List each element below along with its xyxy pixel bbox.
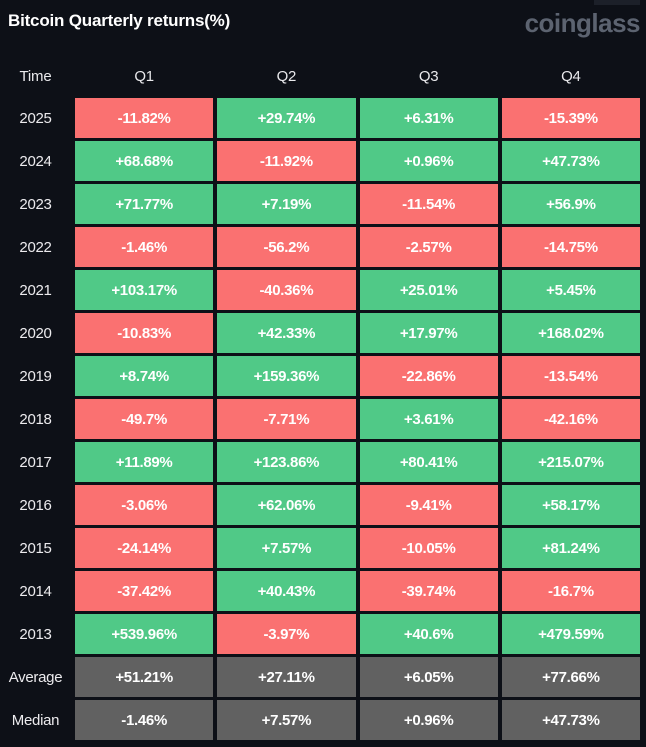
row-label-2015: 2015 <box>19 539 52 557</box>
return-cell: -49.7% <box>75 399 214 439</box>
return-cell: +6.31% <box>359 98 498 138</box>
return-cell: -10.05% <box>359 528 498 568</box>
column-header-q3: Q3 <box>418 68 439 85</box>
returns-table: Time Q1 Q2 Q3 Q4 2025 -11.82% +29.74% +6.31% -15.… <box>0 58 646 740</box>
page-title: Bitcoin Quarterly returns(%) <box>8 11 231 30</box>
row-label-2018: 2018 <box>19 410 52 428</box>
return-cell: +215.07% <box>501 442 640 482</box>
row-label-2019: 2019 <box>19 367 52 385</box>
return-cell: +62.06% <box>217 485 356 525</box>
return-cell: -37.42% <box>75 571 214 611</box>
return-cell: +0.96% <box>359 141 498 181</box>
return-cell: +0.96% <box>359 700 498 740</box>
return-cell: -11.54% <box>359 184 498 224</box>
column-header-q2: Q2 <box>276 68 297 85</box>
return-cell: -3.97% <box>217 614 356 654</box>
row-label-2025: 2025 <box>19 109 52 127</box>
return-cell: -10.83% <box>75 313 214 353</box>
return-cell: +25.01% <box>359 270 498 310</box>
return-cell: +42.33% <box>217 313 356 353</box>
row-label-2023: 2023 <box>19 195 52 213</box>
return-cell: +7.57% <box>217 700 356 740</box>
cropped-ui-fragment <box>594 0 640 5</box>
return-cell: -56.2% <box>217 227 356 267</box>
return-cell: -15.39% <box>501 98 640 138</box>
return-cell: +29.74% <box>217 98 356 138</box>
row-label-2020: 2020 <box>19 324 52 342</box>
return-cell: +47.73% <box>501 700 640 740</box>
return-cell: +47.73% <box>501 141 640 181</box>
return-cell: +40.43% <box>217 571 356 611</box>
return-cell: +123.86% <box>217 442 356 482</box>
return-cell: +58.17% <box>501 485 640 525</box>
return-cell: +479.59% <box>501 614 640 654</box>
row-label-2024: 2024 <box>19 152 52 170</box>
column-header-q1: Q1 <box>134 68 154 85</box>
return-cell: +103.17% <box>75 270 214 310</box>
return-cell: +11.89% <box>75 442 214 482</box>
return-cell: -11.92% <box>217 141 356 181</box>
return-cell: -3.06% <box>75 485 214 525</box>
return-cell: +3.61% <box>359 399 498 439</box>
return-cell: +51.21% <box>75 657 214 697</box>
coinglass-logo[interactable]: coinglass <box>524 8 641 38</box>
return-cell: -14.75% <box>501 227 640 267</box>
row-label-2014: 2014 <box>19 582 52 600</box>
return-cell: -16.7% <box>501 571 640 611</box>
row-label-average: Average <box>8 668 63 686</box>
return-cell: -1.46% <box>75 227 214 267</box>
return-cell: +77.66% <box>501 657 640 697</box>
return-cell: -22.86% <box>359 356 498 396</box>
return-cell: +6.05% <box>359 657 498 697</box>
return-cell: -39.74% <box>359 571 498 611</box>
column-header-time: Time <box>19 68 52 85</box>
return-cell: +27.11% <box>217 657 356 697</box>
return-cell: -2.57% <box>359 227 498 267</box>
return-cell: +539.96% <box>75 614 214 654</box>
return-cell: +80.41% <box>359 442 498 482</box>
return-cell: -1.46% <box>75 700 214 740</box>
return-cell: +7.57% <box>217 528 356 568</box>
return-cell: +7.19% <box>217 184 356 224</box>
row-label-2021: 2021 <box>19 281 52 299</box>
return-cell: +68.68% <box>75 141 214 181</box>
return-cell: -42.16% <box>501 399 640 439</box>
return-cell: +71.77% <box>75 184 214 224</box>
return-cell: +56.9% <box>501 184 640 224</box>
return-cell: -40.36% <box>217 270 356 310</box>
return-cell: +159.36% <box>217 356 356 396</box>
row-label-2017: 2017 <box>19 453 52 471</box>
return-cell: -9.41% <box>359 485 498 525</box>
row-label-2013: 2013 <box>19 625 52 643</box>
return-cell: +168.02% <box>501 313 640 353</box>
return-cell: +40.6% <box>359 614 498 654</box>
return-cell: -13.54% <box>501 356 640 396</box>
row-label-median: Median <box>11 711 60 729</box>
header-bar: Bitcoin Quarterly returns(%) coinglass <box>0 0 646 58</box>
return-cell: -11.82% <box>75 98 214 138</box>
return-cell: +8.74% <box>75 356 214 396</box>
row-label-2022: 2022 <box>19 238 52 256</box>
return-cell: -24.14% <box>75 528 214 568</box>
return-cell: +81.24% <box>501 528 640 568</box>
return-cell: +5.45% <box>501 270 640 310</box>
column-header-q4: Q4 <box>561 68 581 85</box>
row-label-2016: 2016 <box>19 496 52 514</box>
return-cell: -7.71% <box>217 399 356 439</box>
return-cell: +17.97% <box>359 313 498 353</box>
